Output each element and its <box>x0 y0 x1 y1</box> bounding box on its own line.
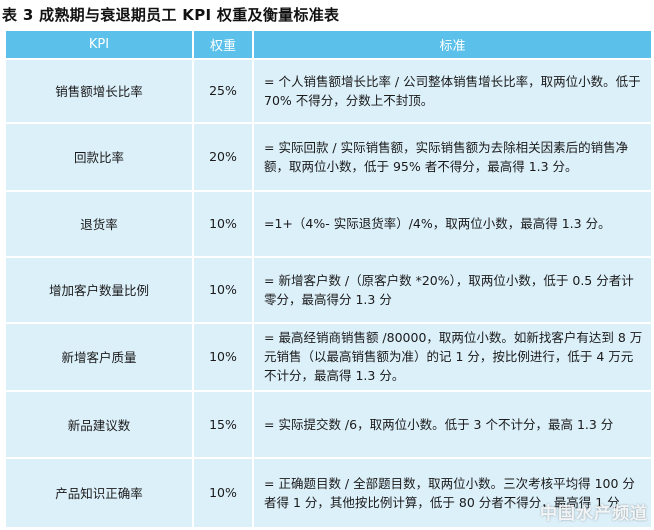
table-row: 退货率 10% =1+（4%- 实际退货率）/4%，取两位小数，最高得 1.3 … <box>6 189 651 256</box>
kpi-name: 新品建议数 <box>6 389 194 457</box>
kpi-name: 增加客户数量比例 <box>6 255 194 322</box>
kpi-weight: 10% <box>194 189 254 256</box>
kpi-standard: = 个人销售额增长比率 / 公司整体销售增长比率，取两位小数。低于 70% 不得… <box>254 58 651 122</box>
kpi-standard: = 实际回款 / 实际销售额，实际销售额为去除相关因素后的销售净额，取两位小数，… <box>254 121 651 190</box>
kpi-weight: 20% <box>194 121 254 190</box>
table-row: 新品建议数 15% = 实际提交数 /6，取两位小数。低于 3 个不计分，最高 … <box>6 389 651 457</box>
kpi-standard: = 新增客户数 /（原客户数 *20%），取两位小数，低于 0.5 分者计零分，… <box>254 255 651 322</box>
table-row: 回款比率 20% = 实际回款 / 实际销售额，实际销售额为去除相关因素后的销售… <box>6 121 651 190</box>
header-weight: 权重 <box>194 31 254 58</box>
kpi-standard: = 最高经销商销售额 /80000，取两位小数。如新找客户有达到 8 万元销售（… <box>254 321 651 390</box>
kpi-name: 销售额增长比率 <box>6 58 194 122</box>
table-header-row: KPI 权重 标准 <box>6 31 651 58</box>
kpi-standard: = 实际提交数 /6，取两位小数。低于 3 个不计分，最高 1.3 分 <box>254 389 651 457</box>
header-standard: 标准 <box>254 31 651 58</box>
kpi-weight: 10% <box>194 255 254 322</box>
table-row: 新增客户质量 10% = 最高经销商销售额 /80000，取两位小数。如新找客户… <box>6 321 651 390</box>
header-kpi: KPI <box>6 31 194 58</box>
table-row: 增加客户数量比例 10% = 新增客户数 /（原客户数 *20%），取两位小数，… <box>6 255 651 322</box>
kpi-standard: =1+（4%- 实际退货率）/4%，取两位小数，最高得 1.3 分。 <box>254 189 651 256</box>
kpi-name: 退货率 <box>6 189 194 256</box>
kpi-weight: 15% <box>194 389 254 457</box>
kpi-weight: 10% <box>194 321 254 390</box>
table-row: 销售额增长比率 25% = 个人销售额增长比率 / 公司整体销售增长比率，取两位… <box>6 58 651 122</box>
kpi-name: 回款比率 <box>6 121 194 190</box>
kpi-weight: 10% <box>194 456 254 527</box>
kpi-standard: = 正确题目数 / 全部题目数，取两位小数。三次考核平均得 100 分者得 1 … <box>254 456 651 527</box>
kpi-table: KPI 权重 标准 销售额增长比率 25% = 个人销售额增长比率 / 公司整体… <box>6 31 651 527</box>
site-watermark: 中国水产频道 <box>540 504 648 524</box>
table-row: 产品知识正确率 10% = 正确题目数 / 全部题目数，取两位小数。三次考核平均… <box>6 456 651 527</box>
kpi-weight: 25% <box>194 58 254 122</box>
kpi-name: 新增客户质量 <box>6 321 194 390</box>
table-title: 表 3 成熟期与衰退期员工 KPI 权重及衡量标准表 <box>2 6 340 24</box>
kpi-name: 产品知识正确率 <box>6 456 194 527</box>
